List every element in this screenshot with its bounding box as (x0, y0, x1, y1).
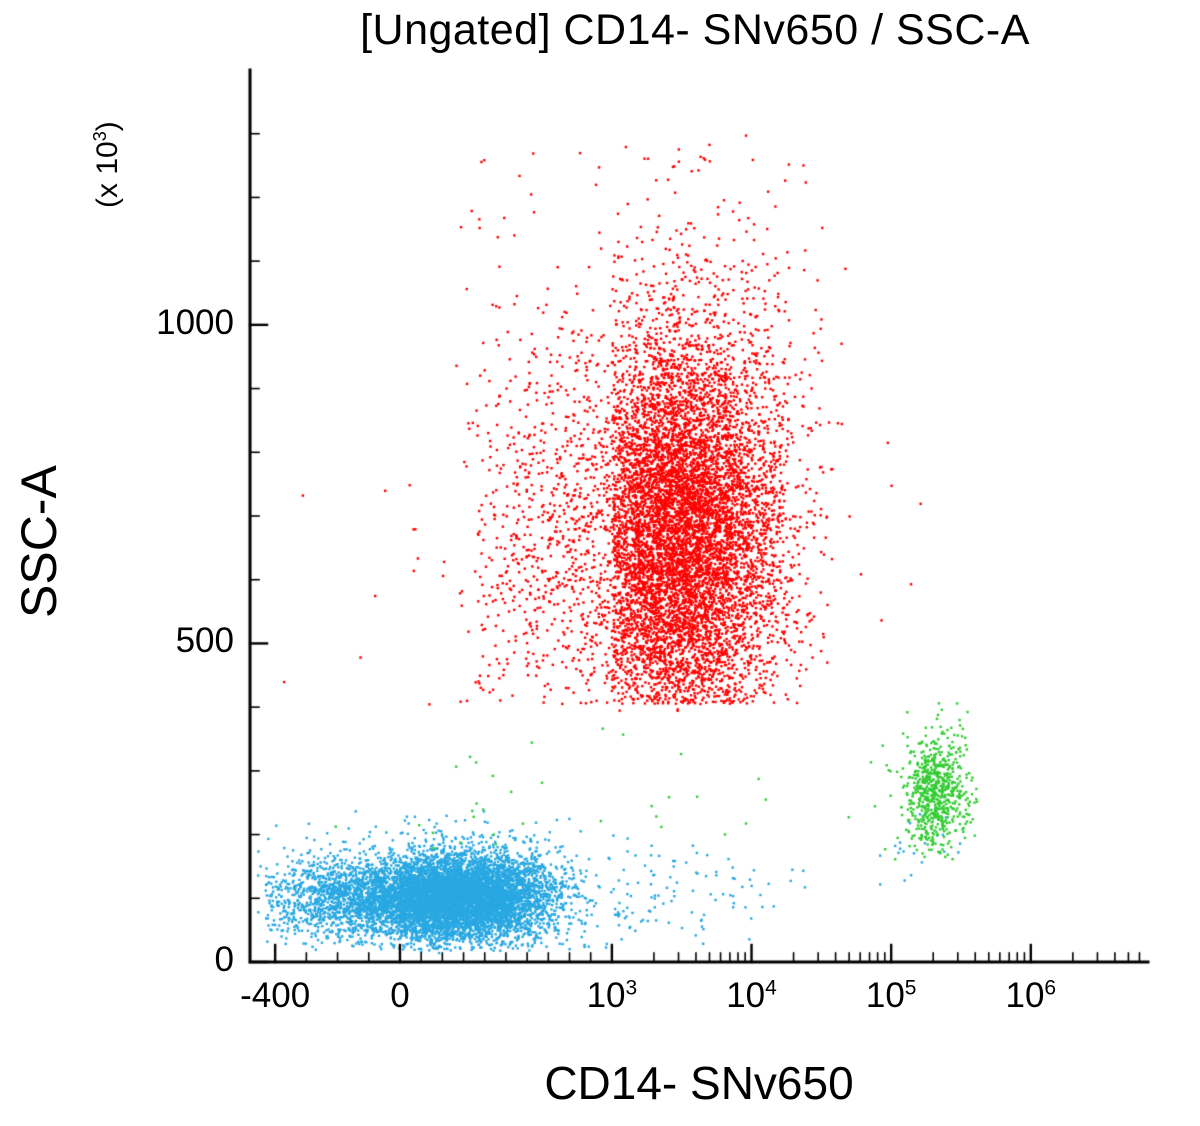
x-tick-label: 103 (586, 976, 638, 1015)
y-tick-label: 1000 (156, 302, 234, 342)
x-tick-label: 106 (1005, 976, 1057, 1015)
y-axis-unit-text: (x 10 (91, 141, 124, 208)
plot-title: [Ungated] CD14- SNv650 / SSC-A (360, 6, 1030, 54)
y-axis-unit: (x 103) (90, 121, 125, 208)
x-axis-label: CD14- SNv650 (544, 1057, 854, 1109)
x-tick-label: 104 (726, 976, 777, 1015)
x-tick-label: 105 (865, 976, 917, 1015)
y-axis-label: SSC-A (11, 465, 67, 618)
y-tick-label: 0 (214, 940, 234, 979)
y-tick-label: 500 (175, 621, 234, 661)
x-tick-label: 0 (390, 976, 410, 1015)
x-tick-label: -400 (240, 976, 311, 1015)
y-axis-unit-close: ) (91, 121, 124, 132)
y-axis-unit-exponent: 3 (90, 131, 110, 142)
